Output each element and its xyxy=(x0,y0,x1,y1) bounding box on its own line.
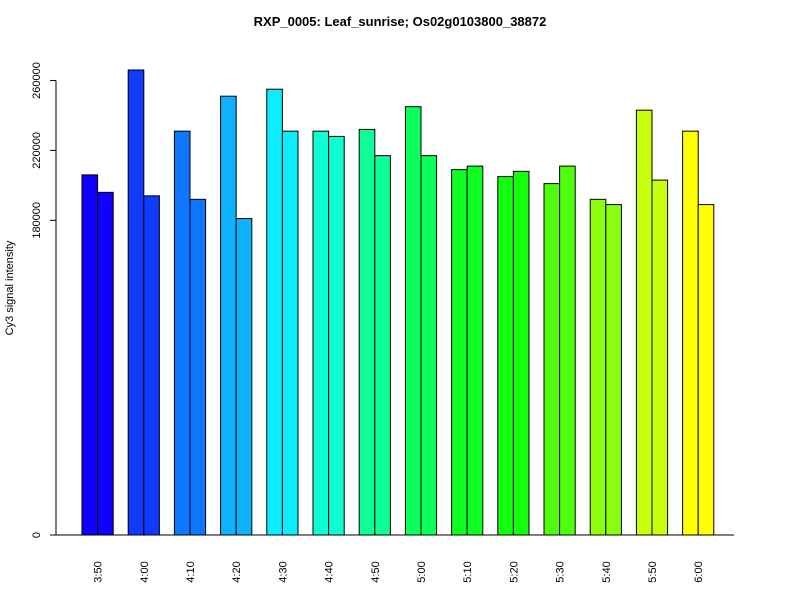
x-tick-label: 4:10 xyxy=(185,561,197,582)
bar xyxy=(404,106,422,536)
bar xyxy=(97,191,114,536)
x-axis: 3:50 4:00 4:10 4:20 4:30 4:40 4:50 5:00 5:10 5:20… xyxy=(56,534,734,583)
y-axis-label: Cy3 signal intensity xyxy=(4,240,16,335)
x-tick-label: 4:40 xyxy=(324,561,336,582)
y-tick-label: 0 xyxy=(31,532,43,538)
bar xyxy=(697,204,715,536)
bar xyxy=(682,130,699,536)
x-tick-label: 5:40 xyxy=(601,561,613,582)
x-tick-label: 4:20 xyxy=(231,561,243,582)
bar xyxy=(189,198,207,536)
y-tick-label: 220000 xyxy=(31,132,43,169)
x-tick-label: 5:00 xyxy=(416,561,428,582)
x-tick-label: 6:00 xyxy=(693,561,705,582)
x-tick-label: 3:50 xyxy=(93,561,105,582)
bar xyxy=(312,130,330,536)
bar xyxy=(559,165,576,536)
x-tick-label: 5:10 xyxy=(462,561,474,582)
x-tick-label: 4:30 xyxy=(277,561,289,582)
bar xyxy=(589,198,607,536)
bar xyxy=(328,135,345,536)
bar xyxy=(266,88,283,536)
bar xyxy=(543,183,561,536)
bar xyxy=(173,130,191,536)
bar xyxy=(374,155,391,536)
bars-group xyxy=(81,69,715,536)
x-tick-label: 4:00 xyxy=(139,561,151,582)
x-tick-label: 5:20 xyxy=(508,561,520,582)
bar xyxy=(81,174,99,536)
bar xyxy=(358,128,376,536)
bar xyxy=(466,165,484,536)
bar xyxy=(635,109,653,536)
bar xyxy=(281,130,299,536)
bar xyxy=(651,179,669,536)
x-tick-label: 5:50 xyxy=(647,561,659,582)
y-tick-label: 260000 xyxy=(31,62,43,99)
bar xyxy=(420,155,438,536)
bar xyxy=(220,95,237,536)
bar xyxy=(143,195,160,536)
x-tick-label: 4:50 xyxy=(370,561,382,582)
x-tick-label: 5:30 xyxy=(555,561,567,582)
y-axis: 0 180000 220000 260000 xyxy=(31,62,57,538)
y-tick-label: 180000 xyxy=(31,202,43,239)
bar xyxy=(512,170,530,536)
bar xyxy=(497,176,514,536)
bar xyxy=(127,69,145,536)
bar xyxy=(235,218,253,536)
bar xyxy=(451,169,468,536)
chart-title: RXP_0005: Leaf_sunrise; Os02g0103800_388… xyxy=(254,14,547,29)
bar xyxy=(605,204,622,536)
